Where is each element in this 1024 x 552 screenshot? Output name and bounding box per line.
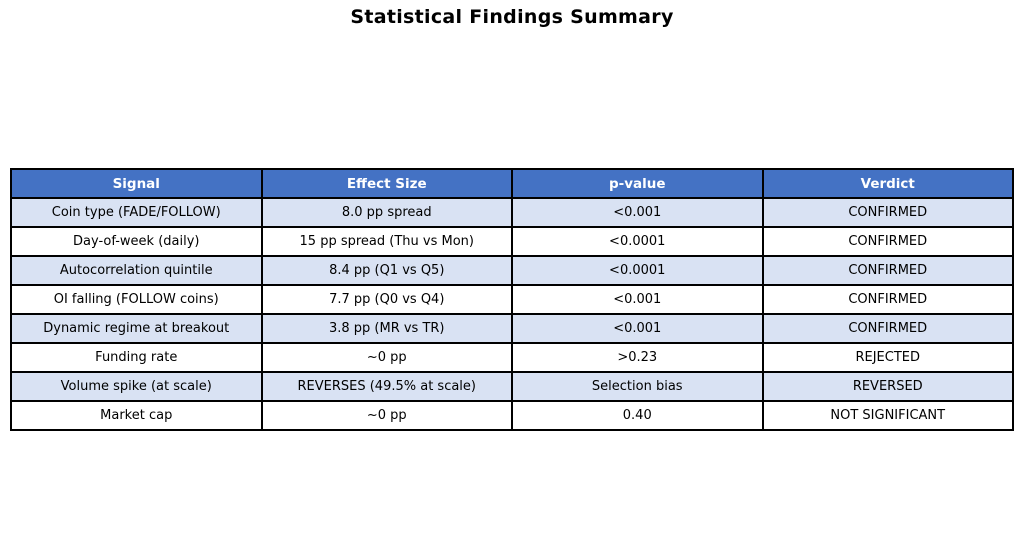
table-cell: Funding rate xyxy=(10,342,263,373)
table-cell: <0.001 xyxy=(511,284,764,315)
table-cell: REVERSES (49.5% at scale) xyxy=(260,371,513,402)
table-cell: ~0 pp xyxy=(260,400,513,431)
table-cell: CONFIRMED xyxy=(761,284,1014,315)
page-title: Statistical Findings Summary xyxy=(350,6,674,28)
table-cell: <0.001 xyxy=(511,197,764,228)
table-cell: >0.23 xyxy=(511,342,764,373)
table-row: Coin type (FADE/FOLLOW) 8.0 pp spread <0.0… xyxy=(10,197,1014,228)
column-header-effect-size: Effect Size xyxy=(260,168,513,199)
table-cell: Market cap xyxy=(10,400,263,431)
table-body: Coin type (FADE/FOLLOW) 8.0 pp spread <0.0… xyxy=(10,197,1014,431)
header-row: Signal Effect Size p-value Verdict xyxy=(10,168,1014,199)
column-header-signal: Signal xyxy=(10,168,263,199)
table-cell: 8.4 pp (Q1 vs Q5) xyxy=(260,255,513,286)
table-cell: Day-of-week (daily) xyxy=(10,226,263,257)
table-cell: REJECTED xyxy=(761,342,1014,373)
table-cell: CONFIRMED xyxy=(761,197,1014,228)
table-cell: NOT SIGNIFICANT xyxy=(761,400,1014,431)
table-cell: 3.8 pp (MR vs TR) xyxy=(260,313,513,344)
table-cell: <0.0001 xyxy=(511,255,764,286)
table-cell: Coin type (FADE/FOLLOW) xyxy=(10,197,263,228)
table-cell: ~0 pp xyxy=(260,342,513,373)
column-header-p-value: p-value xyxy=(511,168,764,199)
table-cell: <0.0001 xyxy=(511,226,764,257)
table-row: Market cap ~0 pp 0.40 NOT SIGNIFICANT xyxy=(10,400,1014,431)
table-cell: Selection bias xyxy=(511,371,764,402)
table-row: Volume spike (at scale) REVERSES (49.5% a… xyxy=(10,371,1014,402)
table-cell: OI falling (FOLLOW coins) xyxy=(10,284,263,315)
table-cell: REVERSED xyxy=(761,371,1014,402)
table-row: Dynamic regime at breakout 3.8 pp (MR vs … xyxy=(10,313,1014,344)
table-cell: 0.40 xyxy=(511,400,764,431)
table-cell: 7.7 pp (Q0 vs Q4) xyxy=(260,284,513,315)
column-header-verdict: Verdict xyxy=(761,168,1014,199)
table-cell: Volume spike (at scale) xyxy=(10,371,263,402)
table-header: Signal Effect Size p-value Verdict xyxy=(10,168,1014,199)
table-cell: CONFIRMED xyxy=(761,313,1014,344)
table-cell: <0.001 xyxy=(511,313,764,344)
table-cell: 8.0 pp spread xyxy=(260,197,513,228)
table-row: Day-of-week (daily) 15 pp spread (Thu vs … xyxy=(10,226,1014,257)
table-cell: 15 pp spread (Thu vs Mon) xyxy=(260,226,513,257)
table-cell: CONFIRMED xyxy=(761,226,1014,257)
findings-table: Signal Effect Size p-value Verdict Coin … xyxy=(10,168,1014,431)
table-row: OI falling (FOLLOW coins) 7.7 pp (Q0 vs Q… xyxy=(10,284,1014,315)
table-cell: CONFIRMED xyxy=(761,255,1014,286)
table-cell: Dynamic regime at breakout xyxy=(10,313,263,344)
table-row: Autocorrelation quintile 8.4 pp (Q1 vs Q5… xyxy=(10,255,1014,286)
table-row: Funding rate ~0 pp >0.23 REJECTED xyxy=(10,342,1014,373)
table-cell: Autocorrelation quintile xyxy=(10,255,263,286)
